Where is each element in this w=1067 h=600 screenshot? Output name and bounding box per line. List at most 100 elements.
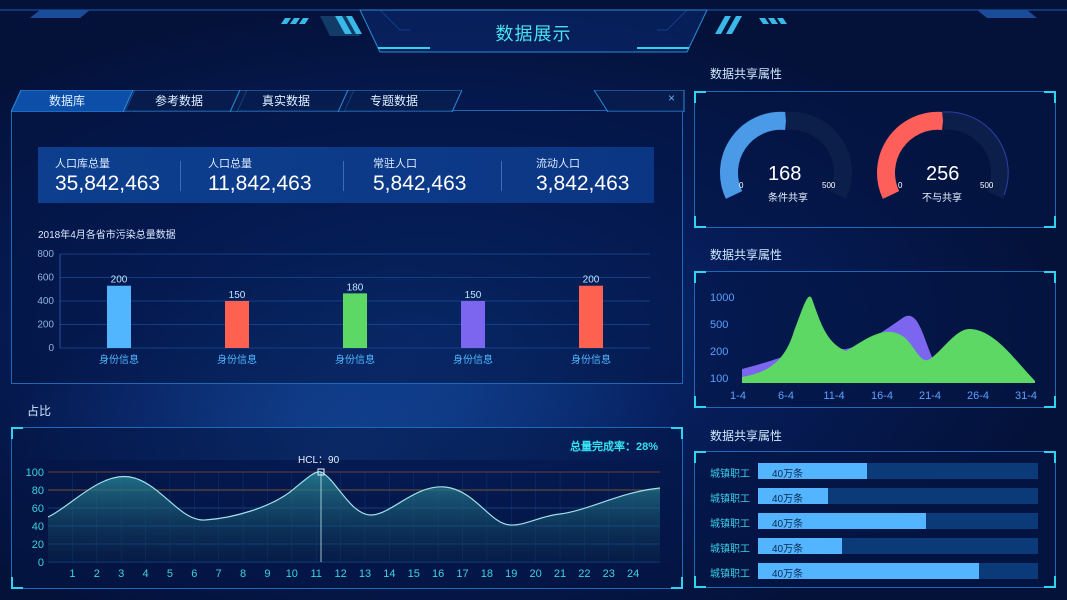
header-decoration [0, 9, 1067, 53]
x-tick-label: 6 [191, 568, 197, 580]
y-tick-label: 100 [710, 373, 728, 385]
x-tick-label: 1-4 [730, 390, 746, 402]
tab-real-data[interactable]: 真实数据 [230, 90, 354, 112]
gauge-value: 168 [768, 163, 802, 185]
stat-label: 人口总量 [208, 158, 252, 170]
hbar-value-label: 40万条 [772, 519, 804, 530]
gauge-caption: 条件共享 [768, 193, 808, 204]
area-section-title: 数据共享属性 [710, 248, 783, 262]
y-tick-label: 400 [37, 296, 54, 307]
x-tick-label: 17 [456, 568, 468, 580]
bar[interactable] [107, 285, 131, 348]
hbar-fill [758, 538, 842, 554]
gauge-conditional-share [720, 111, 852, 199]
bar[interactable] [461, 301, 485, 348]
stat-divider [501, 161, 502, 191]
page-title: 数据展示 [495, 24, 572, 44]
tab-label: 真实数据 [261, 94, 310, 108]
y-tick-label: 0 [38, 557, 44, 569]
hbar-row-label: 城镇职工 [710, 544, 750, 555]
tab-label: 专题数据 [369, 94, 418, 108]
hbar-value-label: 40万条 [772, 494, 804, 505]
x-tick-label: 21-4 [919, 390, 941, 402]
bar-chart-title: 2018年4月各省市污染总量数据 [38, 230, 176, 241]
stat-value: 5,842,463 [373, 172, 467, 195]
y-tick-label: 40 [32, 521, 44, 533]
y-tick-label: 80 [32, 485, 44, 497]
stat-label: 人口库总量 [55, 158, 110, 170]
bar-chart: 800 600 400 200 0 200 身份信息 150 身份信息 180 身份信息 150 身份… [37, 249, 650, 366]
x-tick-label: 18 [481, 568, 493, 580]
completion-rate: 总量完成率：28% [570, 441, 659, 453]
bar-category-label: 身份信息 [217, 353, 257, 366]
x-tick-label: 11 [310, 568, 321, 580]
bar-value-label: 150 [229, 290, 246, 301]
gauge-no-share [877, 111, 1009, 199]
stat-value: 3,842,463 [536, 172, 630, 195]
x-tick-label: 9 [264, 568, 270, 580]
hbar-track: 40万条 [758, 488, 1038, 505]
hbar-section-title: 数据共享属性 [710, 429, 783, 443]
bar[interactable] [579, 285, 603, 348]
gauge-max: 500 [822, 181, 836, 190]
stat-divider [180, 161, 181, 191]
hcl-tooltip: HCL：90 [298, 455, 340, 466]
y-tick-label: 800 [37, 249, 54, 260]
bar-category-label: 身份信息 [453, 353, 493, 366]
y-tick-label: 200 [710, 346, 728, 358]
stat-label: 常驻人口 [373, 158, 417, 170]
x-tick-label: 11-4 [823, 390, 844, 402]
gauge-min: 0 [898, 181, 903, 190]
close-icon[interactable]: × [668, 91, 676, 105]
mountain-area-chart: 1000 500 200 100 1-4 6-4 11-4 16-4 21-4 26-4 31-4 [710, 292, 1037, 402]
hbar-value-label: 40万条 [772, 569, 804, 580]
hbar-fill [758, 513, 926, 529]
x-tick-label: 23 [603, 568, 615, 580]
gauge-section-title: 数据共享属性 [710, 67, 783, 81]
y-tick-label: 600 [37, 273, 54, 284]
stat-label: 流动人口 [536, 158, 580, 170]
bar-value-label: 200 [583, 275, 600, 286]
tab-label: 参考数据 [154, 94, 203, 108]
hbar-row-label: 城镇职工 [710, 494, 750, 505]
stats-bar: 人口库总量 35,842,463 人口总量 11,842,463 常驻人口 5,… [38, 147, 654, 203]
x-tick-label: 19 [505, 568, 517, 580]
tab-reference-data[interactable]: 参考数据 [123, 90, 247, 112]
hbar-track: 40万条 [758, 463, 1038, 480]
bar-category-label: 身份信息 [99, 353, 139, 366]
y-tick-label: 100 [26, 467, 44, 479]
hbar-track: 40万条 [758, 563, 1038, 580]
x-tick-label: 13 [359, 568, 371, 580]
x-tick-label: 16-4 [871, 390, 893, 402]
gauge-min: 0 [739, 181, 744, 190]
tab-label: 数据库 [48, 94, 85, 108]
tab-topic-data[interactable]: 专题数据 [338, 90, 462, 112]
bar[interactable] [225, 301, 249, 348]
x-tick-label: 3 [118, 568, 124, 580]
area-series-green [742, 296, 1035, 383]
x-tick-label: 31-4 [1015, 390, 1037, 402]
x-tick-label: 7 [216, 568, 222, 580]
y-tick-label: 1000 [710, 292, 734, 304]
hbar-value-label: 40万条 [772, 544, 804, 555]
tab-database[interactable]: 数据库 [11, 90, 135, 112]
x-tick-label: 5 [167, 568, 173, 580]
x-tick-label: 10 [286, 568, 298, 580]
hbar-fill [758, 488, 828, 504]
y-tick-label: 200 [37, 320, 54, 331]
stat-divider [343, 161, 344, 191]
bar-category-label: 身份信息 [335, 353, 375, 366]
hbar-track: 40万条 [758, 513, 1038, 530]
x-tick-label: 24 [627, 568, 639, 580]
bar[interactable] [343, 293, 367, 348]
bar-value-label: 180 [347, 282, 364, 293]
stat-value: 35,842,463 [55, 172, 161, 195]
x-tick-label: 20 [530, 568, 542, 580]
hbar-value-label: 40万条 [772, 469, 804, 480]
bar-value-label: 150 [465, 290, 482, 301]
hbar-row-label: 城镇职工 [710, 469, 750, 480]
y-tick-label: 500 [710, 319, 728, 331]
x-tick-label: 22 [578, 568, 590, 580]
gauges [720, 111, 1009, 199]
